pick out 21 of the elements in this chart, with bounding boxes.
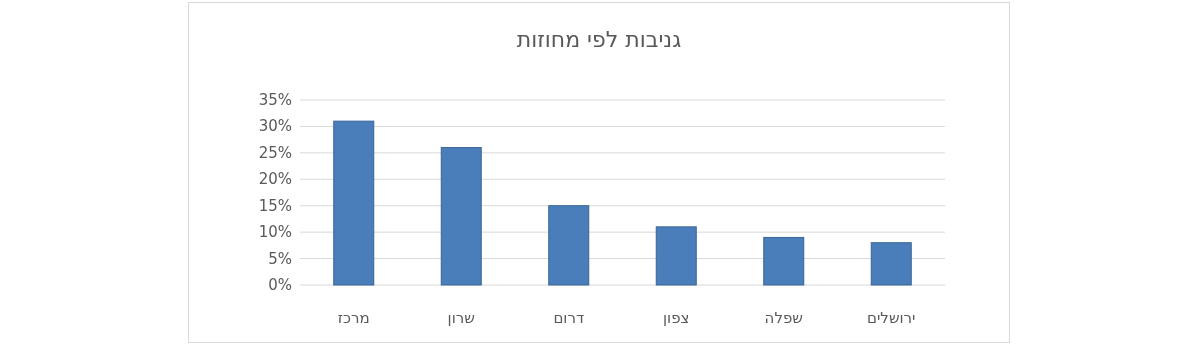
bar xyxy=(655,226,697,286)
x-tick-label: שפלה xyxy=(764,309,803,327)
bar xyxy=(440,147,482,286)
x-tick-label: מרכז xyxy=(337,309,370,327)
y-tick-label: 10% xyxy=(258,223,292,242)
y-tick-label: 5% xyxy=(268,249,292,268)
x-tick-label: ירושלים xyxy=(867,309,916,327)
x-tick-label: דרום xyxy=(553,309,585,327)
chart-title: גניבות לפי מחוזות xyxy=(516,27,682,52)
x-tick-label: שרון xyxy=(447,309,475,327)
y-tick-label: 20% xyxy=(258,170,292,189)
x-tick-label: צפון xyxy=(663,309,690,327)
bar xyxy=(333,120,375,286)
y-tick-label: 15% xyxy=(258,196,292,215)
y-tick-label: 30% xyxy=(258,117,292,136)
y-tick-label: 25% xyxy=(258,143,292,162)
y-tick-label: 0% xyxy=(268,276,292,294)
bar xyxy=(548,205,590,286)
bar xyxy=(763,236,805,286)
y-tick-label: 35% xyxy=(258,91,292,109)
bar xyxy=(870,242,912,286)
